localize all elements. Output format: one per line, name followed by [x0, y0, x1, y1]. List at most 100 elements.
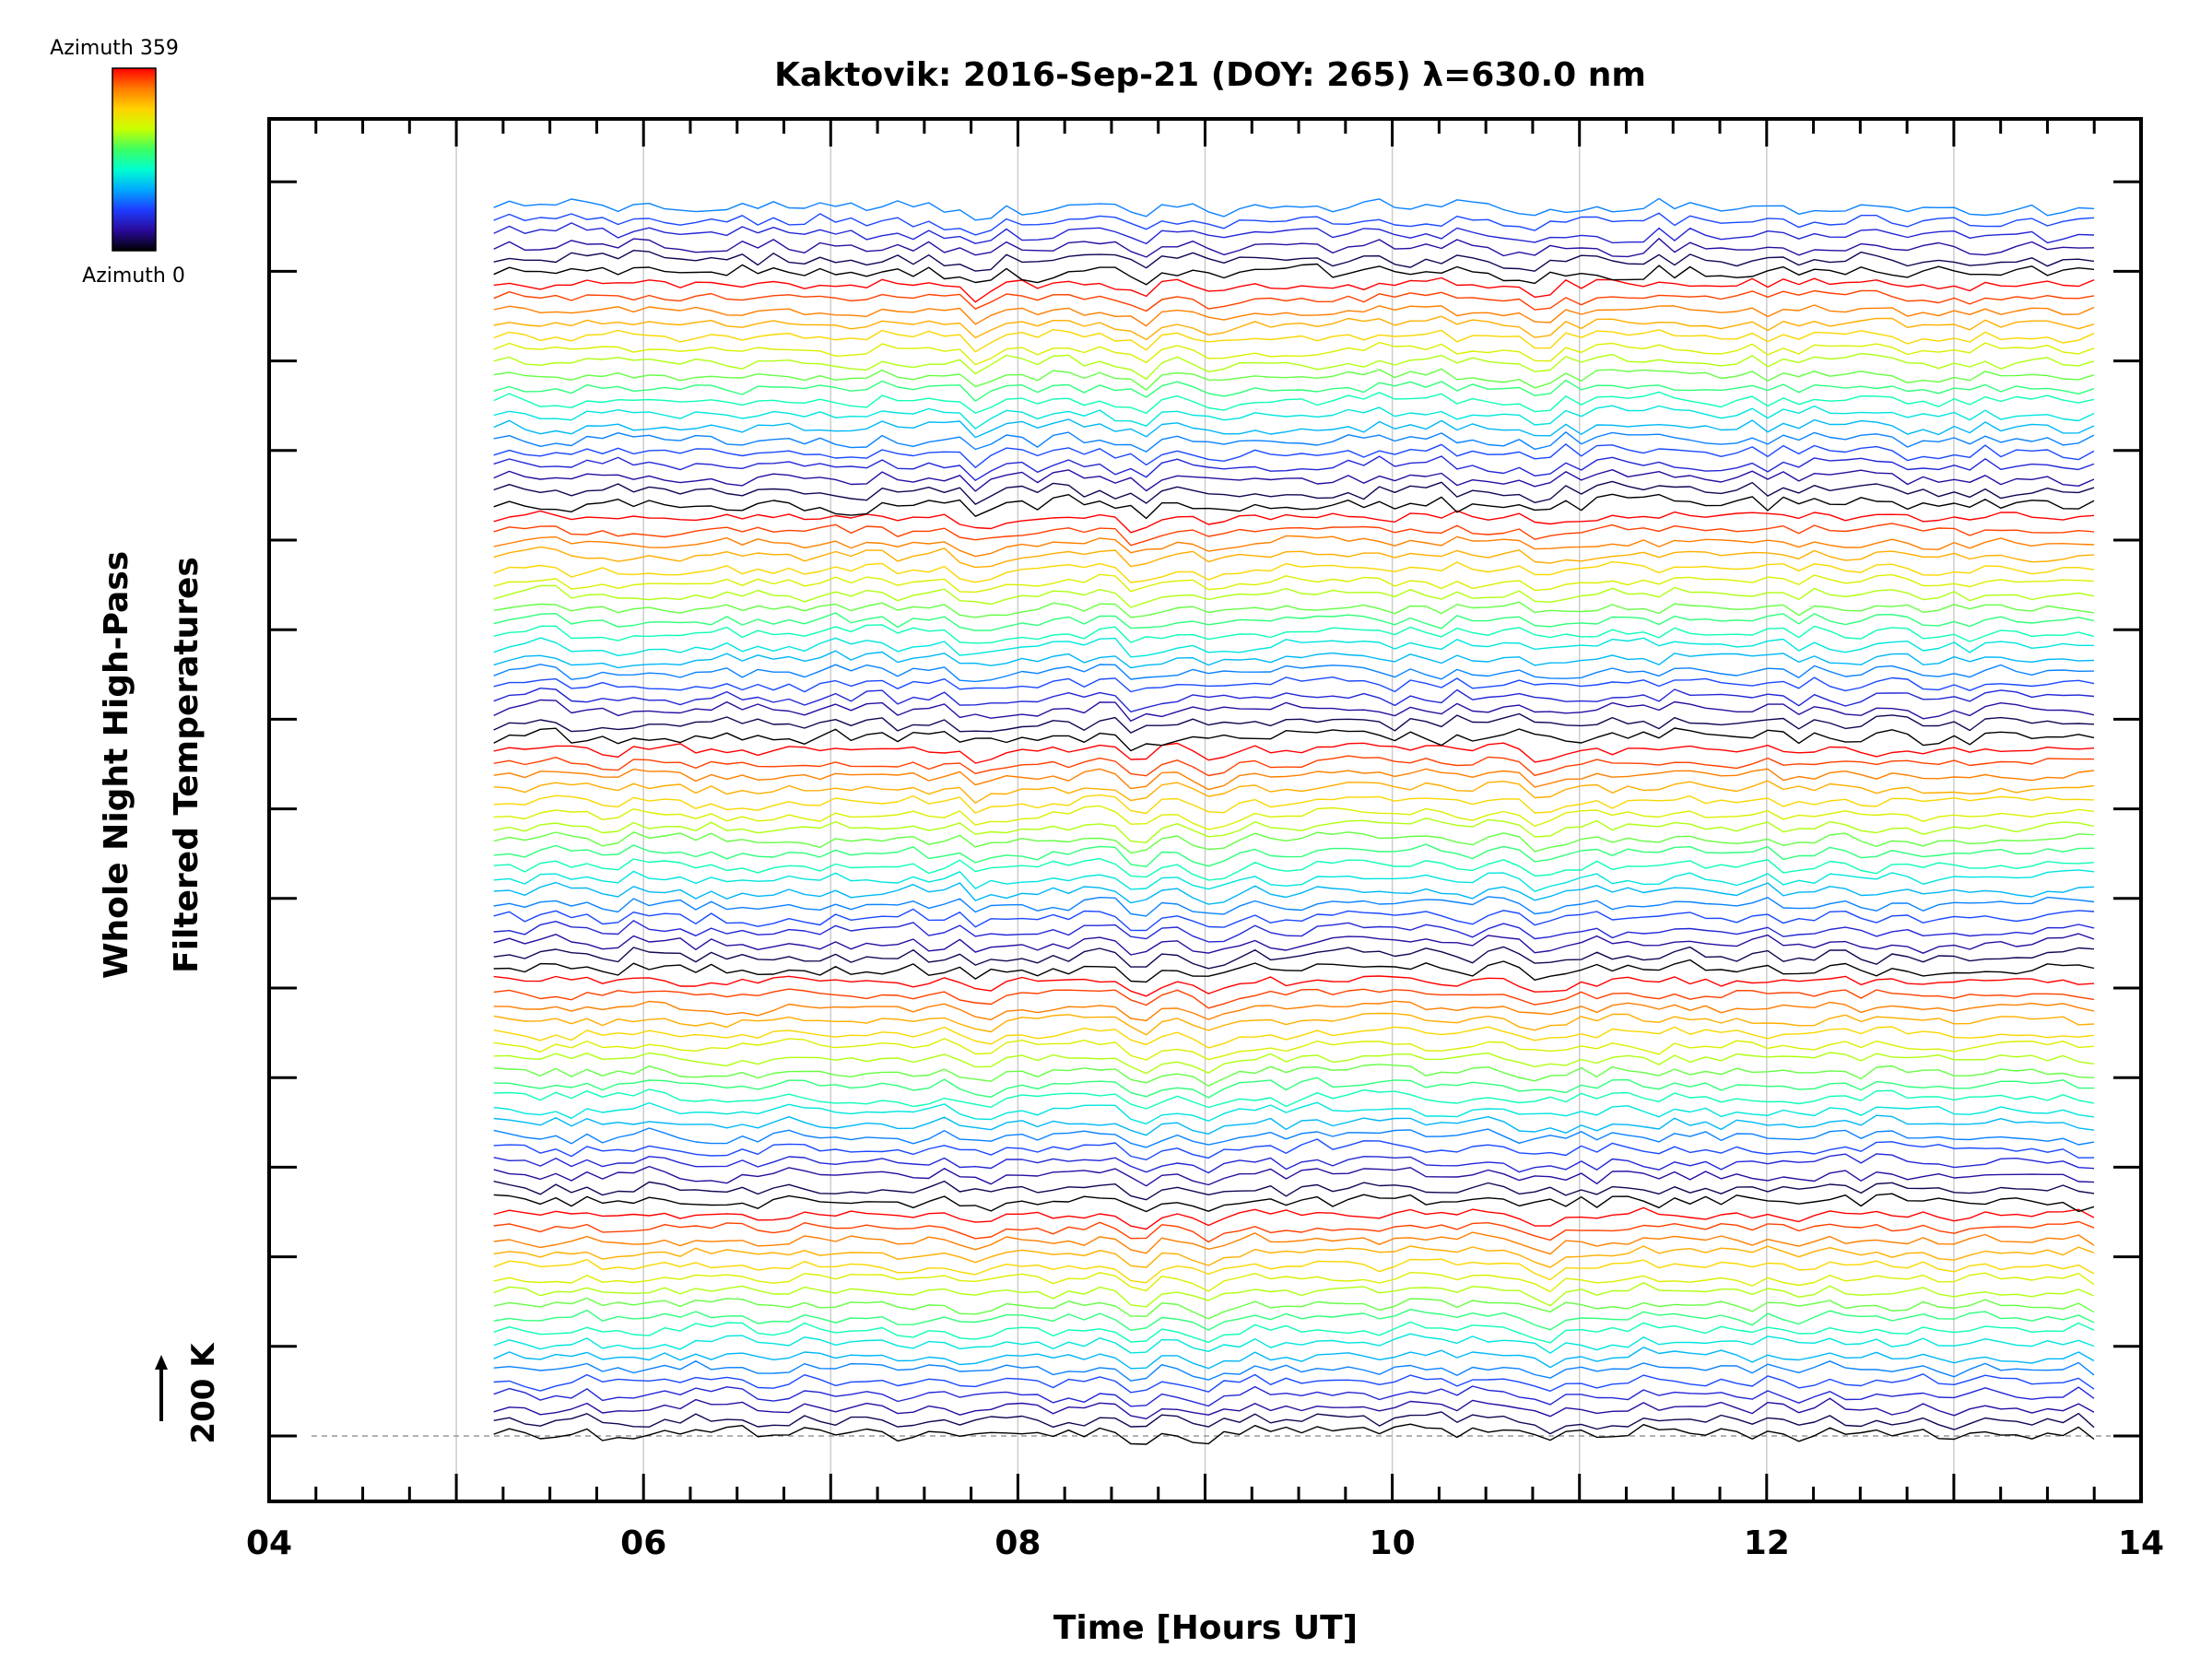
series-line — [493, 727, 2095, 752]
series-line — [493, 443, 2095, 468]
series-group — [493, 197, 2095, 1445]
series-line — [493, 688, 2095, 712]
series-line — [493, 1064, 2095, 1088]
scale-arrow-head-icon — [155, 1355, 168, 1370]
series-line — [493, 431, 2095, 453]
series-line — [493, 1245, 2095, 1268]
series-line — [493, 1138, 2095, 1161]
series-line — [493, 1297, 2095, 1320]
series-line — [493, 455, 2095, 481]
series-line — [493, 768, 2095, 791]
series-line — [493, 352, 2095, 381]
series-line — [493, 546, 2095, 569]
series-line — [493, 742, 2095, 764]
series-line — [493, 1165, 2095, 1187]
series-line — [493, 222, 2095, 245]
colorbar-top-label: Azimuth 359 — [50, 37, 179, 60]
colorbar-bottom-label: Azimuth 0 — [82, 265, 185, 288]
series-line — [493, 677, 2095, 693]
series-line — [493, 1308, 2095, 1332]
series-line — [493, 1231, 2095, 1255]
series-line — [493, 843, 2095, 867]
series-line — [493, 469, 2095, 492]
series-line — [493, 869, 2095, 892]
series-line — [493, 664, 2095, 683]
series-line — [493, 920, 2095, 943]
series-line — [493, 493, 2095, 520]
series-line — [493, 1206, 2095, 1230]
series-line — [493, 780, 2095, 804]
series-line — [493, 418, 2095, 439]
x-tick-labels: 04 06 08 10 12 14 — [246, 1524, 2164, 1562]
x-tick-label: 12 — [1744, 1524, 1790, 1562]
series-line — [493, 197, 2095, 221]
series-line — [493, 523, 2095, 547]
series-line — [493, 1101, 2095, 1125]
x-tick-label: 04 — [246, 1524, 292, 1562]
x-axis-label: Time [Hours UT] — [1053, 1609, 1358, 1647]
series-line — [493, 858, 2095, 881]
series-line — [493, 1114, 2095, 1136]
series-line — [493, 405, 2095, 429]
x-tick-label: 06 — [620, 1524, 666, 1562]
series-line — [493, 1281, 2095, 1308]
series-line — [493, 699, 2095, 722]
series-line — [493, 624, 2095, 644]
chart-title: Kaktovik: 2016-Sep-21 (DOY: 265) λ=630.0… — [774, 56, 1646, 94]
series-line — [493, 975, 2095, 997]
series-line — [493, 1012, 2095, 1036]
series-line — [493, 1258, 2095, 1284]
series-line — [493, 535, 2095, 558]
series-line — [493, 1411, 2095, 1435]
y-axis-label-line2: Filtered Temperatures — [168, 557, 206, 973]
scale-indicator: 200 K — [155, 1342, 222, 1444]
series-line — [493, 212, 2095, 236]
series-line — [493, 1373, 2095, 1394]
series-line — [493, 946, 2095, 970]
series-line — [493, 1333, 2095, 1354]
series-line — [493, 1397, 2095, 1420]
series-line — [493, 1321, 2095, 1344]
series-line — [493, 1193, 2095, 1213]
series-line — [493, 379, 2095, 402]
series-line — [493, 263, 2095, 286]
series-line — [493, 1153, 2095, 1174]
colorbar: Azimuth 359 Azimuth 0 — [50, 37, 185, 288]
series-line — [493, 637, 2094, 658]
series-line — [493, 1088, 2095, 1110]
series-line — [493, 1052, 2095, 1075]
scale-label: 200 K — [185, 1342, 222, 1444]
series-line — [493, 304, 2095, 327]
series-line — [493, 712, 2095, 734]
series-line — [493, 1359, 2095, 1382]
series-line — [493, 1127, 2095, 1148]
series-line — [493, 1385, 2095, 1407]
series-line — [493, 933, 2095, 956]
series-line — [493, 959, 2095, 983]
series-line — [493, 560, 2095, 583]
series-line — [493, 1180, 2095, 1201]
series-line — [493, 831, 2095, 854]
series-line — [493, 755, 2094, 777]
series-line — [493, 988, 2095, 1009]
series-line — [493, 818, 2095, 843]
x-tick-label: 10 — [1370, 1524, 1416, 1562]
series-line — [493, 794, 2095, 815]
series-line — [493, 328, 2095, 353]
series-line — [493, 612, 2095, 631]
series-line — [493, 896, 2095, 917]
colorbar-gradient — [112, 67, 157, 252]
series-line — [493, 510, 2095, 534]
series-line — [493, 341, 2095, 366]
series-line — [493, 1347, 2095, 1370]
series-line — [493, 805, 2095, 830]
series-line — [493, 289, 2095, 312]
series-line — [493, 584, 2095, 608]
series-line — [493, 391, 2095, 414]
x-tick-label: 14 — [2118, 1524, 2164, 1562]
series-line — [493, 250, 2095, 272]
series-line — [493, 480, 2095, 505]
series-line — [493, 1423, 2095, 1445]
series-line — [493, 276, 2095, 303]
